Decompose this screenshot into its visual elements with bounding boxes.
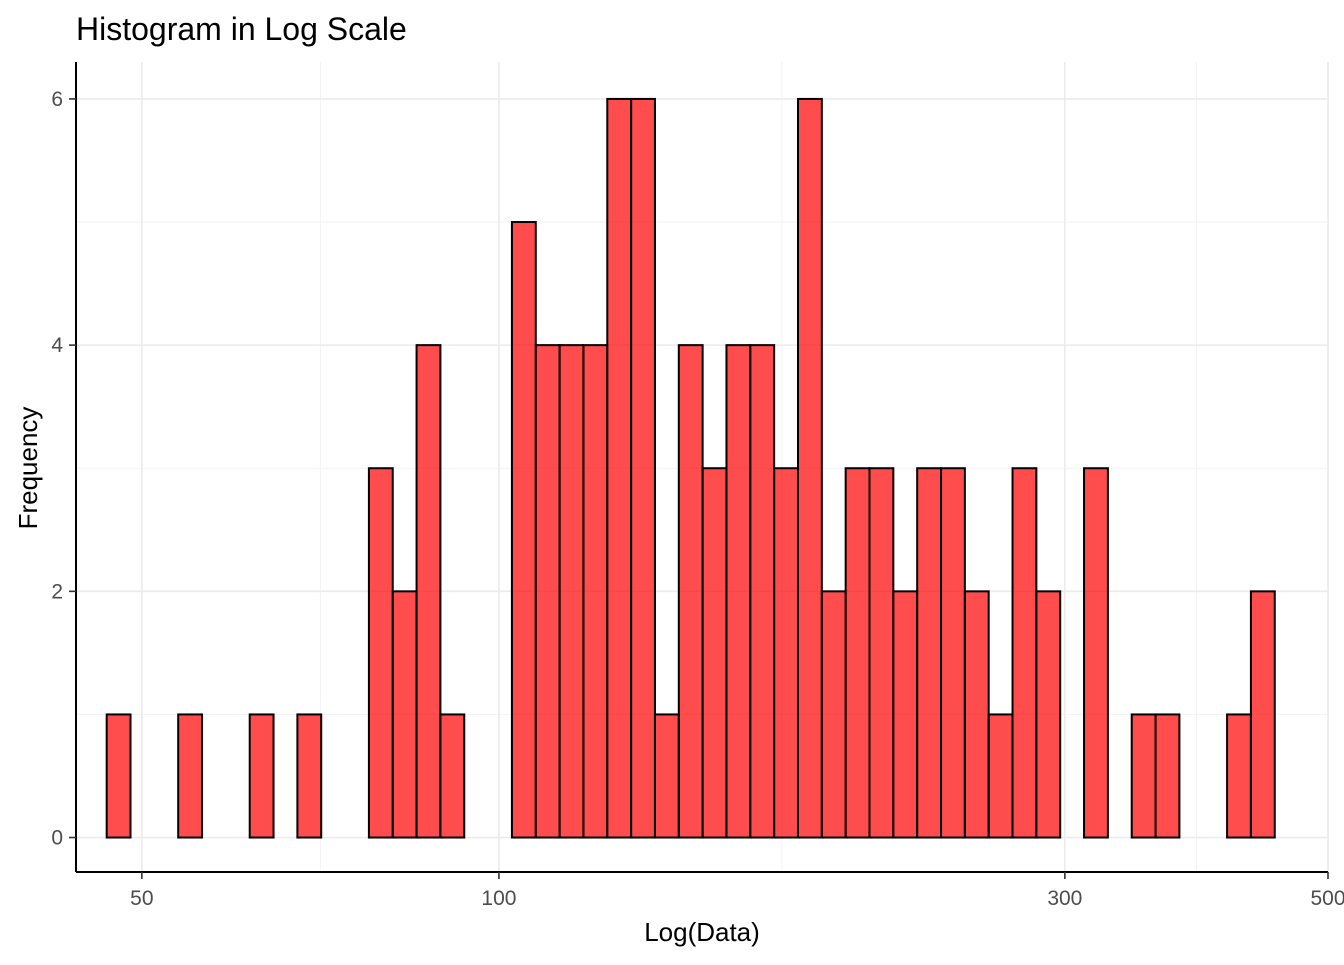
axes <box>75 62 1328 873</box>
histogram-bar <box>1130 713 1157 839</box>
histogram-bars <box>105 97 1276 839</box>
histogram-bar <box>940 467 966 839</box>
x-tick-label: 300 <box>1047 887 1082 910</box>
histogram-bar <box>773 467 799 839</box>
histogram-bar <box>534 344 561 839</box>
histogram-bar <box>582 344 609 839</box>
histogram-bar <box>1154 713 1181 839</box>
histogram-bar <box>391 590 418 839</box>
histogram-bar <box>1249 590 1276 839</box>
histogram-bar <box>1035 590 1062 839</box>
y-tick-label: 0 <box>51 827 63 850</box>
y-tick-label: 4 <box>51 334 63 357</box>
histogram-bar <box>248 713 275 839</box>
histogram-bar <box>296 713 323 839</box>
histogram-bar <box>701 467 728 839</box>
histogram-bar <box>916 467 943 839</box>
histogram-bar <box>606 97 633 839</box>
histogram-bar <box>1226 713 1252 839</box>
histogram-bar <box>510 221 537 839</box>
histogram-bar <box>844 467 871 839</box>
histogram-bar <box>1083 467 1109 839</box>
histogram-bar <box>868 467 895 839</box>
histogram-bar <box>725 344 752 839</box>
histogram-bar <box>963 590 990 839</box>
histogram-bar <box>796 97 823 839</box>
histogram-bar <box>439 713 466 839</box>
histogram-bar <box>653 713 680 839</box>
histogram-bar <box>677 344 704 839</box>
histogram-bar <box>415 344 442 839</box>
y-axis-ticks: 0 2 4 6 <box>51 88 76 850</box>
y-tick-label: 2 <box>51 580 63 603</box>
histogram-bar <box>820 590 847 839</box>
histogram-bar <box>892 590 919 839</box>
x-tick-label: 50 <box>130 887 153 910</box>
x-tick-label: 500 <box>1310 887 1344 910</box>
chart-title: Histogram in Log Scale <box>76 11 407 47</box>
y-axis-title: Frequency <box>13 407 43 530</box>
histogram-bar <box>749 344 776 839</box>
histogram-bar <box>367 467 394 839</box>
histogram-bar <box>105 713 132 839</box>
histogram-bar <box>177 713 204 839</box>
y-tick-label: 6 <box>51 88 63 111</box>
histogram-bar <box>1011 467 1038 839</box>
histogram-bar <box>630 97 656 839</box>
x-tick-label: 100 <box>481 887 516 910</box>
histogram-bar <box>987 713 1014 839</box>
x-axis-title: Log(Data) <box>644 917 760 947</box>
histogram-bar <box>558 344 585 839</box>
x-axis-ticks: 50 100 300 500 <box>130 872 1344 910</box>
